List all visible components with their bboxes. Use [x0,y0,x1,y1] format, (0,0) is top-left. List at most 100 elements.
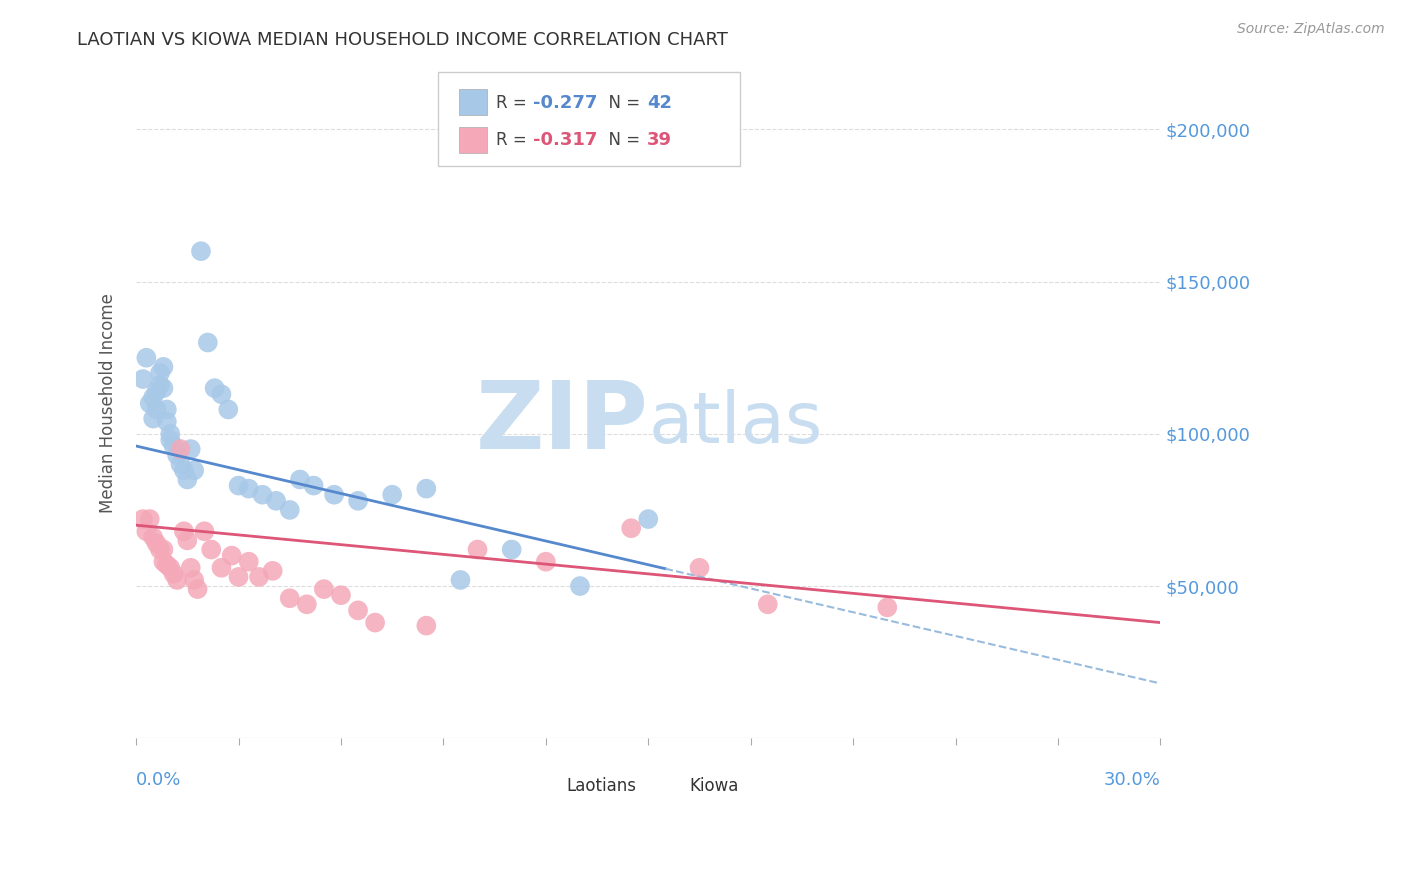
Point [330,588,353,602]
Point [415,618,437,632]
Point [193,524,215,539]
Point [176,473,198,487]
Text: 42: 42 [647,94,672,112]
Text: Kiowa: Kiowa [689,778,738,796]
Point [450,573,472,587]
Point [145,384,167,399]
Point [152,381,174,395]
Point [152,359,174,374]
Point [145,402,167,417]
Point [166,573,188,587]
Point [501,542,523,557]
Point [163,566,186,581]
FancyBboxPatch shape [439,72,741,166]
Point [295,597,318,611]
Text: N =: N = [598,131,645,150]
Point [467,542,489,557]
Point [217,402,239,417]
Point [278,591,301,606]
Text: 30.0%: 30.0% [1104,772,1160,789]
Point [145,536,167,550]
Point [238,482,260,496]
Point [135,351,157,365]
Point [347,603,370,617]
Point [139,512,162,526]
Point [180,561,202,575]
Point [228,478,250,492]
Point [211,561,233,575]
Point [142,390,165,404]
Point [176,533,198,548]
FancyBboxPatch shape [530,773,560,798]
Point [364,615,387,630]
Point [166,448,188,462]
Text: R =: R = [496,94,531,112]
Point [132,512,155,526]
Point [569,579,592,593]
Point [169,457,191,471]
Point [183,463,205,477]
Point [169,442,191,456]
Point [183,573,205,587]
Point [152,542,174,557]
Text: 39: 39 [647,131,672,150]
Point [620,521,643,535]
Point [135,524,157,539]
Point [221,549,243,563]
Text: 0.0%: 0.0% [136,772,181,789]
Point [149,366,172,380]
Point [637,512,659,526]
Point [534,555,557,569]
Point [149,542,172,557]
Point [688,561,710,575]
Point [200,542,222,557]
Point [415,482,437,496]
Point [156,415,179,429]
Point [152,555,174,569]
Point [197,335,219,350]
Point [173,463,195,477]
Text: Laotians: Laotians [567,778,637,796]
Text: Source: ZipAtlas.com: Source: ZipAtlas.com [1237,22,1385,37]
FancyBboxPatch shape [458,127,488,153]
Point [156,558,179,572]
Point [159,426,181,441]
Point [381,488,404,502]
Point [347,493,370,508]
Point [302,478,325,492]
Point [312,582,335,596]
Point [180,442,202,456]
Text: atlas: atlas [648,389,823,458]
Point [211,387,233,401]
Point [238,555,260,569]
Text: LAOTIAN VS KIOWA MEDIAN HOUSEHOLD INCOME CORRELATION CHART: LAOTIAN VS KIOWA MEDIAN HOUSEHOLD INCOME… [77,31,728,49]
Point [190,244,212,259]
Point [323,488,346,502]
Text: N =: N = [598,94,645,112]
Point [132,372,155,386]
Point [228,570,250,584]
Y-axis label: Median Household Income: Median Household Income [100,293,117,513]
Point [876,600,898,615]
Point [142,530,165,544]
FancyBboxPatch shape [458,89,488,115]
Text: R =: R = [496,131,531,150]
Point [264,493,287,508]
Point [247,570,270,584]
Point [159,561,181,575]
Text: ZIP: ZIP [475,377,648,469]
Point [288,473,311,487]
Point [156,402,179,417]
Point [262,564,284,578]
Point [149,378,172,392]
Point [187,582,209,596]
Point [139,396,162,410]
Point [142,411,165,425]
Point [204,381,226,395]
Point [159,433,181,447]
Point [756,597,779,611]
Text: -0.317: -0.317 [533,131,598,150]
Point [173,524,195,539]
FancyBboxPatch shape [654,773,682,798]
Point [278,503,301,517]
